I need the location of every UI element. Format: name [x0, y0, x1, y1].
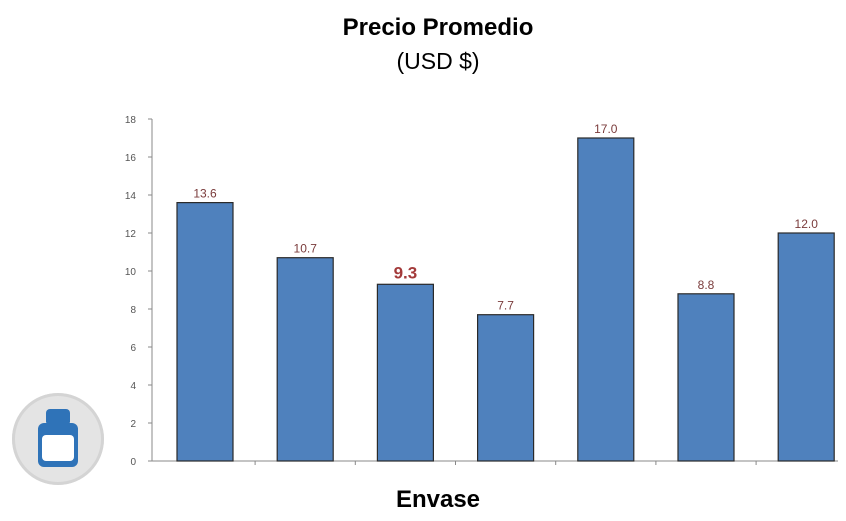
y-tick-label: 10 — [125, 267, 137, 278]
y-tick-label: 4 — [130, 381, 136, 392]
y-tick-label: 0 — [130, 457, 136, 468]
y-tick-label: 2 — [130, 419, 136, 430]
data-labels-layer: 13.6 10.7 9.3 7.7 17.0 8.8 12.0 — [193, 122, 818, 313]
bar — [577, 137, 635, 462]
x-axis-label: Envase — [395, 486, 481, 513]
y-tick-label: 16 — [125, 153, 137, 164]
y-tick-label: 6 — [130, 343, 136, 354]
bottle-icon — [12, 393, 104, 485]
bar-data-label: 13.6 — [193, 187, 217, 201]
bar-data-label: 9.3 — [394, 263, 418, 282]
bars-layer — [176, 137, 835, 462]
bar-data-label: 7.7 — [497, 299, 514, 313]
bar-data-label: 12.0 — [795, 217, 819, 231]
bottle-label — [42, 435, 74, 461]
chart-title: Precio Promedio — [342, 14, 534, 41]
bar-data-label: 8.8 — [698, 278, 715, 292]
bar — [477, 314, 535, 462]
bar — [376, 283, 434, 462]
bar — [176, 202, 234, 462]
y-tick-label: 18 — [125, 115, 137, 126]
bar — [777, 232, 835, 462]
bar-data-label: 17.0 — [594, 122, 618, 136]
bar — [276, 257, 334, 462]
bottle-cap — [46, 409, 70, 423]
chart-subtitle: (USD $) — [396, 48, 480, 74]
bar-data-label: 10.7 — [294, 242, 318, 256]
y-tick-label: 12 — [125, 229, 137, 240]
y-tick-label: 14 — [125, 191, 137, 202]
bar — [677, 293, 735, 462]
y-tick-label: 8 — [130, 305, 136, 316]
